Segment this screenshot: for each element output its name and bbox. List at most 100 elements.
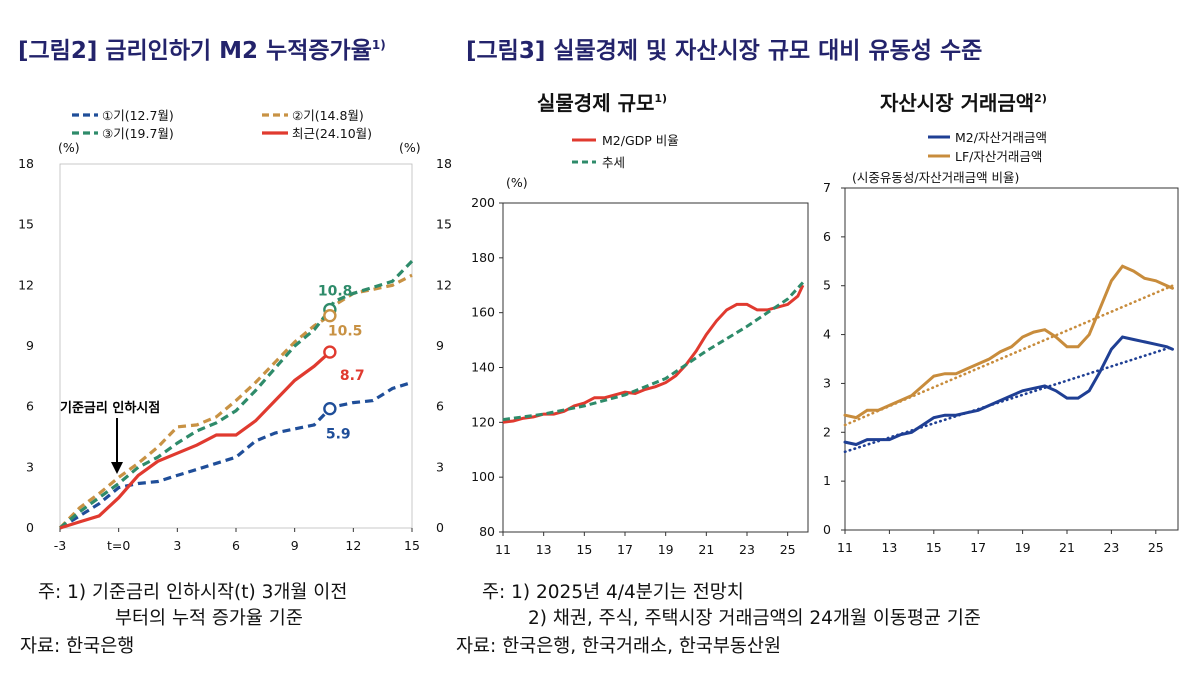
chart3-ytick: 2 (823, 424, 831, 439)
chart3-series-line-2 (843, 264, 1174, 420)
chart2-y-unit: (%) (506, 175, 528, 190)
chart2-ytick: 100 (471, 469, 495, 484)
chart2-xtick: 17 (617, 542, 633, 557)
chart1-legend-label: 최근(24.10월) (292, 126, 372, 141)
chart3-legend-label: LF/자산거래금액 (955, 149, 1042, 164)
chart1-annotations: 10.8 10.5 8.7 5.9 (318, 284, 365, 443)
chart3-ytick: 3 (823, 375, 831, 390)
chart3-ytick: 0 (823, 522, 831, 537)
chart3-xtick: 13 (881, 540, 897, 555)
chart1-xtick: 6 (232, 538, 240, 553)
chart3-series (843, 264, 1174, 454)
chart1-frame (59, 163, 413, 529)
figure2-note-1: 주: 1) 기준금리 인하시작(t) 3개월 이전 (38, 582, 348, 603)
chart2-xtick: 15 (576, 542, 592, 557)
chart3-series-line-3 (843, 345, 1174, 454)
chart3-xtick: 21 (1059, 540, 1075, 555)
chart3-frame (844, 187, 1179, 531)
chart2-ytick: 200 (471, 195, 495, 210)
figure2-source: 자료: 한국은행 (20, 636, 135, 657)
chart1-ytick-left: 15 (18, 217, 34, 232)
chart2-xtick: 25 (780, 542, 796, 557)
chart1-legend: ①기(12.7월) ②기(14.8월) ③기(19.7월) 최근(24.10월) (72, 108, 372, 141)
chart1-endpoint-label: 5.9 (326, 427, 351, 443)
chart1-axes: 0 0 3 3 6 6 9 9 12 12 15 15 18 18 -3 t=0 3 6 9 12 15 (18, 156, 452, 553)
chart3-series-line-1 (843, 335, 1174, 447)
chart2-series-line-2 (502, 281, 805, 422)
chart1-endpoint-label: 10.8 (318, 284, 353, 300)
chart2-xtick: 19 (658, 542, 674, 557)
chart1-ytick-right: 9 (436, 338, 444, 353)
chart3-ytick: 6 (823, 229, 831, 244)
chart1-ytick-right: 12 (436, 277, 452, 292)
chart1-ytick-left: 0 (26, 520, 34, 535)
chart1-ytick-left: 3 (26, 459, 34, 474)
chart3-xtick: 23 (1103, 540, 1119, 555)
chart1-endpoint-label: 8.7 (340, 368, 365, 384)
chart-real-economy: 실물경제 규모1) 80 100 120 140 160 180 200 11 13 15 17 19… (471, 91, 809, 557)
chart2-title: 실물경제 규모1) (537, 91, 667, 115)
chart1-series-line-4 (59, 350, 331, 530)
chart1-xtick: 12 (345, 538, 361, 553)
chart1-xtick: 3 (173, 538, 181, 553)
chart2-ytick: 80 (479, 524, 495, 539)
chart1-xtick: t=0 (107, 538, 130, 553)
chart2-ytick: 120 (471, 414, 495, 429)
chart3-ytick: 5 (823, 278, 831, 293)
chart2-frame (502, 202, 809, 533)
chart2-legend-label: M2/GDP 비율 (602, 133, 679, 148)
chart1-ytick-right: 15 (436, 217, 452, 232)
rate-cut-arrow-head (111, 462, 123, 474)
figure2-note-2: 부터의 누적 증가율 기준 (115, 608, 303, 629)
chart3-xtick: 25 (1148, 540, 1164, 555)
chart3-legend: M2/자산거래금액 LF/자산거래금액 (928, 130, 1047, 164)
chart2-axes: 80 100 120 140 160 180 200 11 13 15 17 19 21 23 25 (471, 195, 809, 557)
chart1-series-line-3 (58, 259, 414, 530)
figure3-note-1: 주: 1) 2025년 4/4분기는 전망치 (482, 582, 744, 603)
chart3-xtick: 19 (1015, 540, 1031, 555)
figure3-source: 자료: 한국은행, 한국거래소, 한국부동산원 (456, 636, 781, 657)
chart1-ytick-right: 18 (436, 156, 452, 171)
chart1-ytick-left: 9 (26, 338, 34, 353)
chart1-endpoint-marker (323, 401, 337, 416)
rate-cut-annotation: 기준금리 인하시점 (60, 400, 160, 416)
chart3-title: 자산시장 거래금액2) (880, 91, 1047, 115)
chart-m2-cumulative: 0 0 3 3 6 6 9 9 12 12 15 15 18 18 -3 t=0 3 6 9 12 15 ①기(12.7… (18, 108, 452, 553)
chart2-ytick: 160 (471, 305, 495, 320)
chart1-y-unit-right: (%) (399, 140, 421, 155)
chart1-ytick-left: 6 (26, 399, 34, 414)
chart2-xtick: 21 (698, 542, 714, 557)
chart2-series-line-1 (502, 284, 805, 424)
chart3-xtick: 15 (926, 540, 942, 555)
chart1-legend-label: ②기(14.8월) (292, 108, 364, 123)
chart1-xtick: -3 (54, 538, 66, 553)
chart2-xtick: 13 (536, 542, 552, 557)
chart1-xtick: 9 (291, 538, 299, 553)
chart2-xtick: 23 (739, 542, 755, 557)
chart3-legend-label: M2/자산거래금액 (955, 130, 1047, 145)
chart1-legend-label: ③기(19.7월) (102, 126, 174, 141)
chart2-ytick: 180 (471, 250, 495, 265)
figure2-title: [그림2] 금리인하기 M2 누적증가율1) (18, 38, 386, 64)
chart1-endpoint-label: 10.5 (328, 324, 363, 340)
chart1-ytick-right: 6 (436, 399, 444, 414)
chart1-xtick: 15 (404, 538, 420, 553)
chart1-legend-label: ①기(12.7월) (102, 108, 174, 123)
chart1-series (58, 259, 414, 530)
chart3-xtick: 17 (970, 540, 986, 555)
chart3-ytick: 7 (823, 180, 831, 195)
chart1-ytick-left: 18 (18, 156, 34, 171)
chart1-y-unit-left: (%) (58, 140, 80, 155)
chart3-ytick: 1 (823, 473, 831, 488)
chart1-endpoint-marker (323, 308, 337, 323)
figure3-title: [그림3] 실물경제 및 자산시장 규모 대비 유동성 수준 (466, 38, 982, 64)
figure3-note-2: 2) 채권, 주식, 주택시장 거래금액의 24개월 이동평균 기준 (528, 608, 981, 629)
chart1-endpoint-marker (323, 345, 337, 359)
chart1-ytick-right: 3 (436, 459, 444, 474)
chart3-y-unit: (시중유동성/자산거래금액 비율) (852, 170, 1019, 185)
chart3-ytick: 4 (823, 327, 831, 342)
